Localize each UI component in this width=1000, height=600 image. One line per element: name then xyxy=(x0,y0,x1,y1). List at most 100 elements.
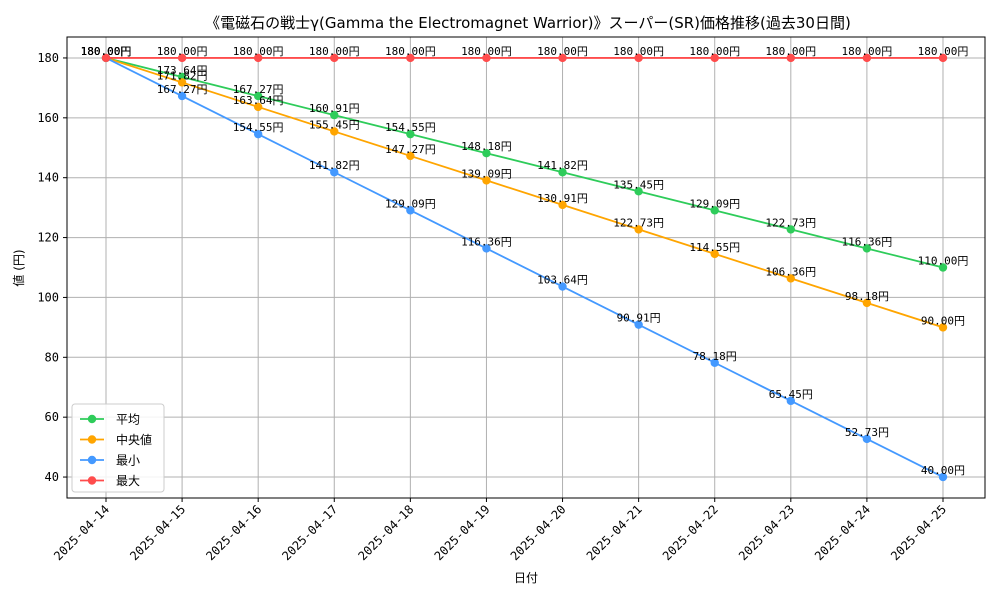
series-line-0 xyxy=(105,57,944,269)
data-label: 52.73円 xyxy=(845,426,889,439)
data-point xyxy=(558,53,567,63)
chart-title: 《電磁石の戦士γ(Gamma the Electromagnet Warrior… xyxy=(205,14,851,32)
data-point xyxy=(786,225,796,234)
y-axis-label: 値 (円) xyxy=(11,249,26,286)
data-label: 103.64円 xyxy=(537,274,588,287)
data-point xyxy=(634,320,643,329)
legend-marker xyxy=(87,435,97,444)
data-label: 180.00円 xyxy=(309,45,360,58)
x-tick-label: 2025-04-19 xyxy=(432,502,493,563)
y-tick-label: 160 xyxy=(37,111,59,125)
data-label: 180.00円 xyxy=(385,45,436,58)
data-point xyxy=(330,168,339,177)
data-label: 141.82円 xyxy=(537,159,588,172)
data-point xyxy=(938,323,948,332)
data-point xyxy=(938,53,948,63)
legend-label: 最大 xyxy=(116,474,140,488)
data-label: 180.00円 xyxy=(765,45,816,58)
data-point xyxy=(406,53,415,63)
x-tick-label: 2025-04-24 xyxy=(812,502,873,563)
data-label: 40.00円 xyxy=(921,464,965,477)
series-line-2 xyxy=(105,57,944,478)
y-tick-label: 40 xyxy=(45,470,59,484)
data-point xyxy=(710,358,719,367)
x-tick-label: 2025-04-20 xyxy=(508,502,569,563)
data-label: 154.55円 xyxy=(385,121,436,134)
data-label: 135.45円 xyxy=(613,178,664,191)
data-label: 167.27円 xyxy=(157,83,208,96)
data-label: 171.82円 xyxy=(157,69,208,82)
data-label: 116.36円 xyxy=(842,235,893,248)
data-label: 90.00円 xyxy=(921,314,965,327)
data-point xyxy=(862,298,872,308)
data-label: 122.73円 xyxy=(765,216,816,229)
legend-label: 平均 xyxy=(116,413,140,427)
data-point xyxy=(634,53,643,63)
legend-marker xyxy=(87,414,97,424)
series-layer xyxy=(101,53,948,482)
data-label: 90.91円 xyxy=(617,312,661,325)
data-label: 141.82円 xyxy=(309,159,360,172)
data-point xyxy=(406,129,415,139)
x-tick-label: 2025-04-15 xyxy=(127,502,188,563)
data-label: 160.91円 xyxy=(309,102,360,115)
data-point xyxy=(634,187,643,196)
data-point xyxy=(634,225,643,234)
data-label: 129.09円 xyxy=(689,197,740,210)
data-point xyxy=(177,53,187,63)
y-tick-label: 100 xyxy=(37,290,59,304)
y-tick-label: 80 xyxy=(45,350,59,364)
data-point xyxy=(786,53,796,63)
data-label: 148.18円 xyxy=(461,140,512,153)
data-label: 180.00円 xyxy=(81,45,132,58)
x-tick-label: 2025-04-18 xyxy=(355,502,416,563)
data-point xyxy=(482,244,491,253)
data-label: 180.00円 xyxy=(842,45,893,58)
data-point xyxy=(253,102,263,112)
data-labels: 180.00円 173.64円 167.27円 160.91円 154.55円 148.1… xyxy=(81,45,969,477)
data-point xyxy=(558,168,567,177)
data-point xyxy=(710,249,719,259)
data-label: 180.00円 xyxy=(461,45,512,58)
y-tick-label: 60 xyxy=(45,410,59,424)
data-label: 122.73円 xyxy=(613,216,664,229)
data-point xyxy=(558,282,567,291)
x-tick-label: 2025-04-16 xyxy=(203,502,264,563)
data-label: 106.36円 xyxy=(765,265,816,278)
y-axis-ticks: 40 60 80 100 120 140 160 180 xyxy=(37,51,67,484)
data-point xyxy=(177,91,187,101)
data-point xyxy=(177,78,187,87)
data-point xyxy=(862,434,872,444)
data-label: 180.00円 xyxy=(81,45,132,58)
data-point xyxy=(330,110,339,120)
y-tick-label: 140 xyxy=(37,171,59,185)
data-label: 139.09円 xyxy=(461,167,512,180)
legend-marker xyxy=(87,476,97,485)
data-point xyxy=(406,151,415,161)
data-label: 180.00円 xyxy=(157,45,208,58)
data-point xyxy=(253,91,263,101)
x-axis-ticks: 2025-04-14 2025-04-15 2025-04-16 2025-04-17… xyxy=(51,498,949,563)
data-point xyxy=(330,53,339,63)
data-label: 163.64円 xyxy=(233,94,284,107)
x-axis-label: 日付 xyxy=(514,571,538,585)
legend-label: 中央値 xyxy=(116,432,152,447)
x-tick-label: 2025-04-25 xyxy=(888,502,949,563)
data-point xyxy=(862,53,872,63)
data-point xyxy=(862,244,872,253)
series-line-1 xyxy=(105,57,944,329)
data-label: 180.00円 xyxy=(918,45,969,58)
data-label: 180.00円 xyxy=(81,45,132,58)
data-label: 173.64円 xyxy=(157,64,208,77)
data-point xyxy=(330,127,339,136)
data-label: 78.18円 xyxy=(693,350,737,363)
data-point xyxy=(786,396,796,406)
data-point xyxy=(938,472,948,482)
data-point xyxy=(482,176,491,185)
plot-frame xyxy=(66,36,986,499)
data-label: 180.00円 xyxy=(81,45,132,58)
data-point xyxy=(101,53,111,63)
data-label: 130.91円 xyxy=(537,192,588,205)
